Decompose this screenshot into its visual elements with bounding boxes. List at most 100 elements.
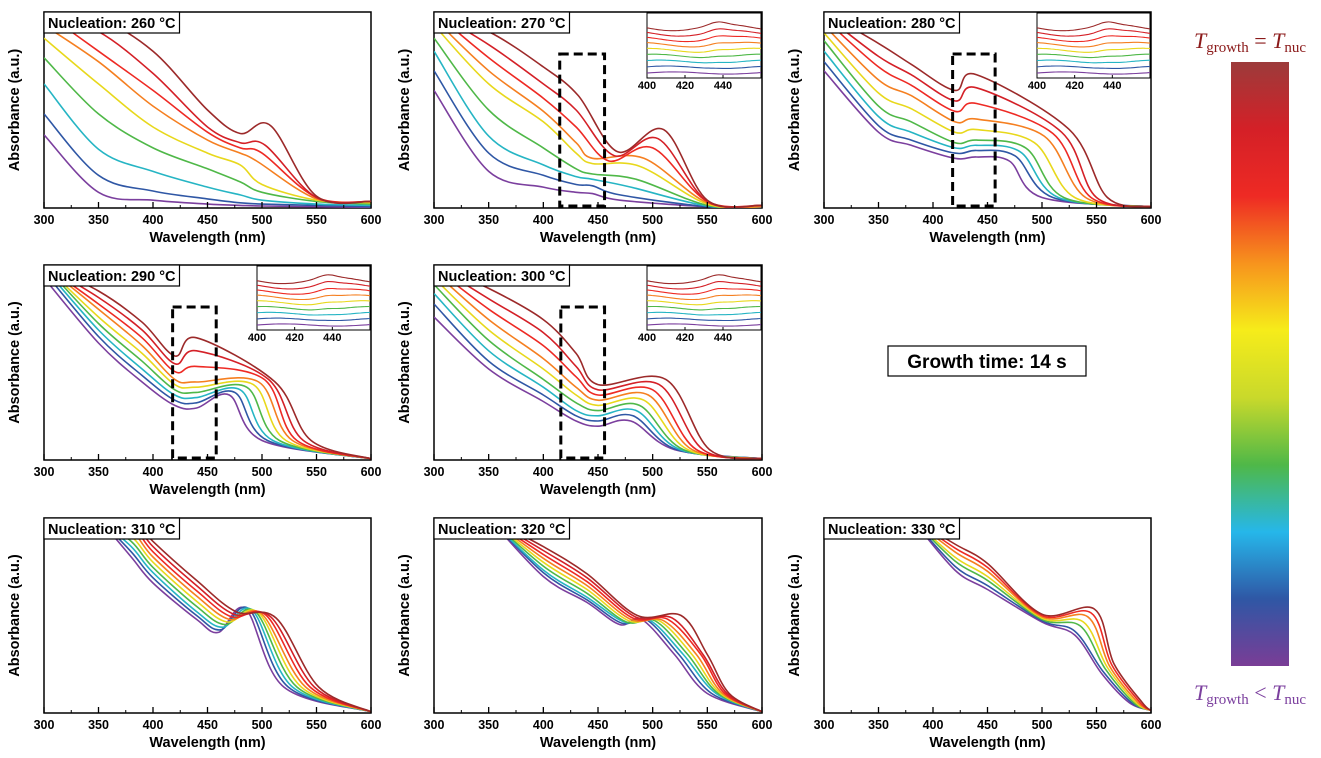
x-tick-label: 600: [752, 213, 773, 227]
x-tick-label: 500: [252, 718, 273, 732]
inset-frame: [1036, 12, 1151, 79]
inset-frame: [256, 265, 371, 331]
y-axis-label: Absorbance (a.u.): [787, 49, 803, 172]
x-tick-label: 600: [1141, 213, 1162, 227]
x-tick-label: 400: [923, 213, 944, 227]
x-tick-label: 300: [424, 465, 445, 479]
inset-series-line-8: [647, 28, 761, 37]
series-line-5: [44, 265, 371, 460]
series-line-7: [44, 265, 371, 460]
x-tick-label: 400: [143, 718, 164, 732]
panel-title-text: Nucleation: 330 °C: [828, 522, 956, 538]
chart-panel-5: 400 420 440 Nucleation: 300 °C 300 350 400 450 5…: [397, 264, 772, 498]
inset-series-line-7: [1037, 35, 1150, 43]
x-tick-label: 600: [361, 718, 382, 732]
series-line-7: [824, 17, 1151, 208]
y-axis-label: Absorbance (a.u.): [787, 554, 803, 677]
x-tick-label: 600: [1141, 718, 1162, 732]
x-axis-label: Wavelength (nm): [540, 482, 656, 498]
inset-series-line-4: [1037, 53, 1150, 59]
inset-plot: 400 420 440: [248, 265, 371, 344]
colorbar-bottom-label: Tgrowth < Tnuc: [1194, 680, 1306, 708]
inset-tick-label: 400: [248, 332, 266, 344]
x-tick-label: 350: [88, 718, 109, 732]
series-line-1: [824, 70, 1151, 208]
inset-series-line-4: [647, 305, 761, 311]
inset-series-line-1: [1037, 71, 1150, 75]
inset-series-line-8: [1037, 28, 1150, 37]
series-line-3: [910, 518, 1151, 712]
inset-tick-label: 420: [676, 80, 694, 92]
x-tick-label: 400: [533, 718, 554, 732]
inset-tick-label: 440: [714, 80, 732, 92]
x-tick-label: 500: [642, 465, 663, 479]
series-line-2: [97, 518, 371, 713]
inset-series-line-5: [1037, 47, 1150, 53]
colorbar-gradient: [1231, 62, 1289, 666]
x-tick-label: 600: [361, 213, 382, 227]
series-line-1: [910, 518, 1151, 712]
x-tick-label: 500: [642, 213, 663, 227]
series-line-2: [910, 518, 1151, 712]
x-tick-label: 600: [752, 718, 773, 732]
x-tick-label: 400: [923, 718, 944, 732]
series-line-5: [910, 518, 1151, 712]
inset-series-line-7: [647, 35, 761, 43]
x-tick-label: 350: [478, 718, 499, 732]
panel-title: Nucleation: 330 °C: [823, 517, 961, 540]
x-tick-label: 550: [1086, 718, 1107, 732]
x-tick-label: 300: [814, 718, 835, 732]
inset-plot: 400 420 440: [638, 265, 762, 344]
inset-tick-label: 440: [323, 332, 341, 344]
series-line-6: [44, 24, 371, 204]
x-tick-label: 300: [34, 718, 55, 732]
inset-tick-label: 420: [676, 332, 694, 344]
y-axis-label: Absorbance (a.u.): [397, 49, 413, 172]
series-line-3: [97, 518, 371, 713]
series-line-7: [910, 518, 1151, 712]
inset-frame: [646, 265, 762, 331]
inset-series-line-8: [647, 281, 761, 290]
series-line-4: [824, 40, 1151, 208]
inset-series-line-2: [257, 317, 370, 322]
x-tick-label: 500: [252, 213, 273, 227]
x-tick-label: 450: [197, 718, 218, 732]
series-line-5: [44, 37, 371, 204]
x-tick-label: 300: [814, 213, 835, 227]
x-tick-label: 300: [424, 718, 445, 732]
x-tick-label: 350: [868, 213, 889, 227]
series-line-9: [434, 12, 762, 208]
x-tick-label: 450: [977, 213, 998, 227]
series-line-2: [44, 113, 371, 208]
chart-panel-7: Nucleation: 320 °C 300 350 400 450 500 550 600 W…: [397, 517, 773, 751]
series-line-6: [910, 518, 1151, 712]
inset-series-line-3: [1037, 59, 1150, 64]
panel-title: Nucleation: 320 °C: [433, 517, 571, 540]
series-line-7: [434, 12, 762, 208]
inset-series-line-5: [647, 47, 761, 53]
inset-series-line-4: [257, 305, 370, 311]
inset-series-line-9: [647, 21, 761, 32]
x-tick-label: 350: [478, 213, 499, 227]
inset-tick-label: 400: [638, 80, 656, 92]
panel-title-text: Nucleation: 300 °C: [438, 269, 566, 285]
x-tick-label: 300: [34, 213, 55, 227]
chart-panel-2: 400 420 440 Nucleation: 270 °C 300 350 400 450 5…: [397, 11, 773, 246]
series-line-8: [44, 12, 371, 204]
inset-series-line-9: [257, 274, 370, 285]
inset-series-line-6: [647, 41, 761, 48]
x-tick-label: 500: [1032, 213, 1053, 227]
series-line-3: [434, 50, 762, 208]
inset-tick-label: 420: [285, 332, 303, 344]
y-axis-label: Absorbance (a.u.): [397, 554, 413, 677]
panel-title-text: Nucleation: 320 °C: [438, 522, 566, 538]
inset-series-line-1: [257, 323, 370, 327]
x-tick-label: 500: [252, 465, 273, 479]
x-tick-label: 550: [697, 465, 718, 479]
inset-series-line-6: [1037, 41, 1150, 48]
series-line-9: [434, 265, 762, 460]
y-axis-label: Absorbance (a.u.): [397, 301, 413, 424]
x-axis-label: Wavelength (nm): [149, 230, 265, 246]
x-tick-label: 400: [143, 213, 164, 227]
